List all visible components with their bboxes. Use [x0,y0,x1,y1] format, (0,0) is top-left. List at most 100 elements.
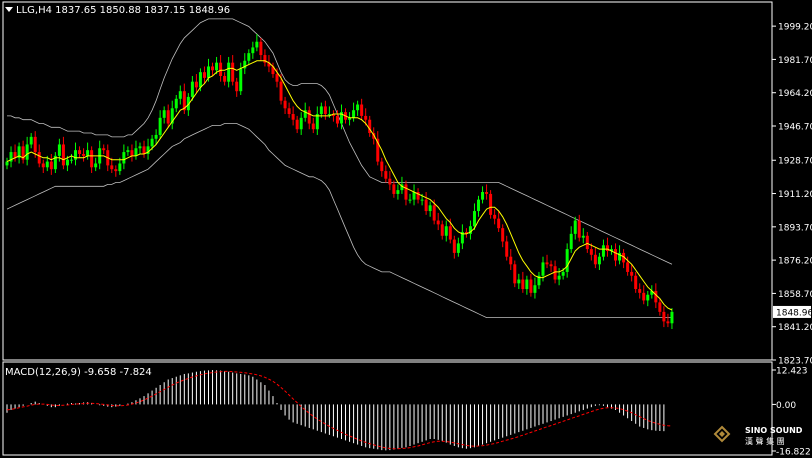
candle-body [585,235,589,250]
candle-body [150,138,154,147]
candle-body [670,311,674,324]
dropdown-triangle-icon[interactable] [5,7,13,12]
candle-body [456,243,460,253]
candle-body [505,241,509,257]
candle-body [319,106,323,115]
macd-tick-label: -16.822 [776,448,811,458]
candle-body [65,159,69,166]
candle-body [601,245,605,257]
candle-body [21,146,25,160]
candle-body [283,100,287,109]
candle-body [158,117,162,135]
price-tick-label: 1858.70 [778,290,812,300]
candle-body [162,110,166,118]
current-price-label: 1848.96 [776,308,812,318]
candle-body [597,256,601,265]
candle-body [118,163,122,172]
candle-body [49,161,53,170]
price-pane-border [2,1,773,361]
candle-body [464,231,468,234]
candle-body [78,150,82,154]
bb-upper-line [7,18,673,265]
candle-body [295,119,299,130]
candle-body [436,220,440,225]
candle-body [211,66,215,71]
candle-body [477,199,481,212]
candle-body [634,275,638,290]
macd-tick-label: 12.423 [776,367,808,377]
candle-body [416,192,420,200]
candle-body [146,146,150,154]
candle-body [275,74,279,82]
logo-text-en: SINO SOUND [745,426,803,435]
candle-body [541,262,545,276]
candle-body [29,136,33,145]
macd-header-text: MACD(12,26,9) -9.658 -7.824 [5,367,152,378]
candle-body [388,178,392,185]
logo-diamond-core-icon [719,431,725,437]
candle-body [485,192,489,194]
symbol-header: LLG,H4 1837.65 1850.88 1837.15 1848.96 [5,5,230,16]
candle-body [25,144,29,160]
candle-body [53,155,57,170]
candlesticks [5,34,674,329]
candle-body [630,271,634,276]
candle-body [513,264,517,284]
candle-body [509,256,513,265]
candle-body [174,98,178,109]
symbol-header-text: LLG,H4 1837.65 1850.88 1837.15 1848.96 [16,5,231,16]
candle-body [17,146,21,158]
candle-body [517,279,521,284]
candle-body [384,171,388,179]
price-tick-label: 1946.70 [778,123,812,133]
price-tick-label: 1876.20 [778,257,812,267]
candle-body [227,62,231,82]
candle-body [323,106,327,115]
candle-body [86,150,90,156]
candle-body [348,117,352,120]
candle-body [605,245,609,251]
candle-body [626,262,630,272]
macd-signal-line [6,370,673,450]
macd-pane-border [2,361,773,456]
candle-body [57,144,61,156]
candle-body [581,235,585,238]
candle-body [404,184,408,200]
candle-body [396,190,400,194]
candle-body [122,152,126,164]
price-tick-label: 1911.20 [778,190,812,200]
candle-body [577,220,581,238]
macd-tick-label: 0.00 [776,401,796,411]
candle-body [239,68,243,92]
candle-body [497,218,501,229]
bollinger-bands [6,18,673,319]
candle-body [299,117,303,130]
candle-body [335,115,339,124]
candle-body [658,302,662,312]
candle-body [315,114,319,130]
candle-body [428,205,432,212]
candle-body [573,220,577,234]
candle-body [331,114,335,116]
candle-body [327,114,331,116]
candle-body [251,47,255,54]
candle-body [537,275,541,286]
candle-body [525,279,529,290]
candle-body [114,169,118,172]
candle-body [460,231,464,244]
candle-body [33,136,37,153]
candle-body [376,138,380,162]
candle-body [231,62,235,82]
candle-body [654,290,658,303]
price-tick-label: 1964.20 [778,89,812,99]
candle-body [90,150,94,168]
candle-body [243,60,247,69]
candle-body [94,163,98,168]
candle-body [650,290,654,295]
candle-body [194,81,198,88]
candle-body [553,266,557,280]
candle-body [255,41,259,48]
candle-body [368,119,372,134]
candle-body [311,123,315,130]
